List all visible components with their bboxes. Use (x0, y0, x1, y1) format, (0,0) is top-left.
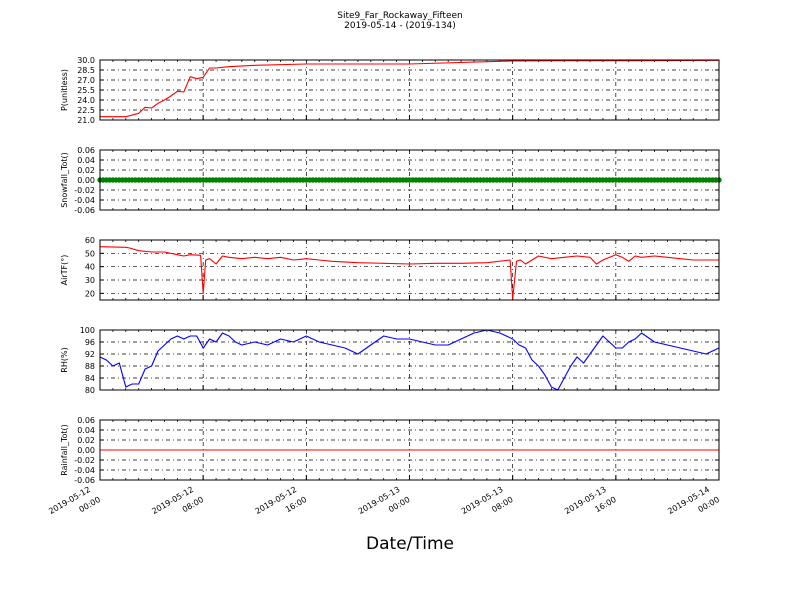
panel-5-y-axis-label: Rainfall_Tot() (60, 424, 69, 476)
panel-3-ytick-label: 30 (85, 276, 95, 285)
panel-4-ytick-label: 92 (85, 350, 95, 359)
panel-2-ytick-label: -0.02 (74, 186, 95, 195)
panel-5-ytick-label: 0.02 (77, 436, 95, 445)
panel-3-frame (99, 239, 720, 301)
panel-2-ytick-label: 0.04 (77, 156, 95, 165)
panel-1-ytick-label: 25.5 (77, 86, 95, 95)
panel-4-series-line (99, 329, 720, 391)
panel-1-ytick-label: 24.0 (77, 96, 95, 105)
panel-3-ytick-label: 40 (85, 263, 95, 272)
panel-5-ytick-label: -0.04 (74, 466, 95, 475)
panel-1-ytick-label: 21.0 (77, 116, 95, 125)
panel-3-ytick-label: 50 (85, 249, 95, 258)
panel-1-ytick-label: 28.5 (77, 66, 95, 75)
panel-1-y-axis-label: P(unitless) (60, 69, 69, 111)
panel-4-frame (99, 329, 720, 391)
panel-4-ytick-label: 88 (85, 362, 95, 371)
panel-4-ytick-label: 84 (85, 374, 95, 383)
panel-5-ytick-label: 0.06 (77, 416, 95, 425)
panel-2-ytick-label: -0.04 (74, 196, 95, 205)
panel-4-y-axis-label: RH(%) (60, 347, 69, 372)
panel-1-frame (99, 59, 720, 121)
panel-2-ytick-label: -0.06 (74, 206, 95, 215)
panel-5-ytick-label: 0.04 (77, 426, 95, 435)
panel-2-frame (99, 149, 720, 211)
chart-subtitle: 2019-05-14 - (2019-134) (344, 21, 456, 31)
panel-4-ytick-label: 80 (85, 386, 95, 395)
panel-3-ytick-label: 60 (85, 236, 95, 245)
panel-2-ytick-label: 0.00 (77, 176, 95, 185)
panel-3-y-axis-label: AirTF(°) (60, 255, 69, 286)
panel-1-series-line (100, 59, 720, 118)
panel-4-ytick-label: 100 (80, 326, 95, 335)
panel-2-ytick-label: 0.06 (77, 146, 95, 155)
panel-4-ytick-label: 96 (85, 338, 95, 347)
panel-1-ytick-label: 27.0 (77, 76, 95, 85)
chart-title: Site9_Far_Rockaway_Fifteen (337, 11, 463, 21)
panel-1-ytick-label: 30.0 (77, 56, 95, 65)
panel-5-ytick-label: -0.06 (74, 476, 95, 485)
panel-3-ytick-label: 20 (85, 289, 95, 298)
panel-2-y-axis-label: Snowfall_Tot() (60, 152, 69, 208)
panel-3-series-line (99, 246, 719, 300)
panel-5-ytick-label: 0.00 (77, 446, 95, 455)
panel-5-ytick-label: -0.02 (74, 456, 95, 465)
x-axis-label: Date/Time (366, 534, 454, 554)
panel-1-ytick-label: 22.5 (77, 106, 95, 115)
panel-5-frame (99, 419, 720, 481)
panel-2-ytick-label: 0.02 (77, 166, 95, 175)
